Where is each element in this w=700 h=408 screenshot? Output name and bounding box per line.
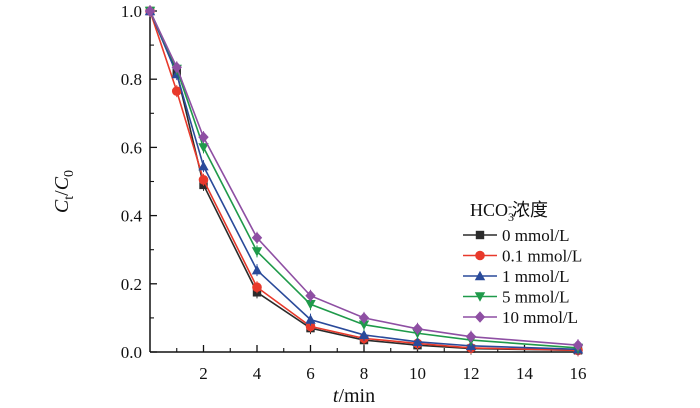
x-tick-label: 10 (409, 364, 426, 383)
x-tick-label: 2 (199, 364, 208, 383)
data-point (251, 247, 263, 257)
data-point (358, 320, 370, 330)
legend-title-sub: 3 (508, 210, 514, 224)
axes (149, 9, 580, 353)
y-tick-label: 0.4 (121, 207, 143, 226)
data-point (305, 321, 316, 332)
data-point (572, 339, 584, 351)
legend-title-suffix: 浓度 (512, 200, 548, 220)
y-axis-title-sub1: t (62, 196, 77, 200)
data-point (198, 174, 209, 185)
legend: HCO3-浓度 0 mmol/L 0.1 mmol/L1 mmol/L 5 mmol… (463, 199, 582, 327)
x-tick-label: 12 (463, 364, 480, 383)
data-point (198, 143, 209, 153)
x-tick-label: 6 (306, 364, 315, 383)
tick-labels: 2 4 6 8 10 12 14 16 0.0 0.2 0.4 0.6 0.8 1.0 (121, 2, 587, 383)
x-axis-title: t/min (333, 385, 375, 407)
legend-swatch-marker (475, 250, 485, 261)
data-point (198, 131, 209, 143)
legend-item: 0 mmol/L (463, 226, 570, 245)
legend-item: 0.1 mmol/L (463, 247, 582, 266)
legend-items: 0 mmol/L 0.1 mmol/L1 mmol/L 5 mmol/L10 mmo… (463, 226, 582, 327)
legend-title: HCO3-浓度 (470, 199, 548, 224)
legend-label: 5 mmol/L (502, 288, 570, 307)
y-tick-label: 0.6 (121, 138, 142, 157)
data-point (251, 232, 263, 244)
y-tick-label: 0.8 (121, 70, 142, 89)
x-tick-label: 16 (570, 364, 587, 383)
y-axis-title: Ct/C0 (51, 170, 77, 213)
legend-label: 1 mmol/L (502, 267, 570, 286)
y-axis-title-slash: / (51, 190, 73, 196)
y-axis-title-c2: C (51, 176, 73, 190)
data-point (198, 160, 209, 171)
data-point (465, 330, 477, 343)
data-point (305, 314, 316, 324)
legend-item: 1 mmol/L (463, 267, 570, 286)
data-point (251, 264, 263, 275)
y-tick-label: 0.0 (121, 343, 142, 362)
x-axis-title-italic: t (333, 385, 339, 407)
data-point (412, 323, 423, 335)
data-point (144, 5, 156, 17)
data-point (305, 300, 316, 310)
legend-label: 0 mmol/L (502, 226, 570, 245)
data-point (358, 312, 370, 324)
data-point (171, 86, 182, 96)
x-tick-label: 14 (516, 364, 534, 383)
legend-label: 10 mmol/L (502, 308, 578, 327)
legend-swatch-marker (474, 311, 486, 323)
data-point (252, 282, 262, 293)
x-tick-label: 4 (253, 364, 262, 383)
legend-swatch-marker (474, 292, 486, 302)
legend-title-main: HCO (470, 200, 508, 220)
data-point (305, 290, 316, 302)
y-tick-label: 1.0 (121, 2, 142, 21)
data-point (171, 61, 182, 73)
x-tick-label: 8 (360, 364, 369, 383)
data-point (358, 329, 370, 340)
y-tick-label: 0.2 (121, 275, 142, 294)
series-layer (144, 5, 584, 357)
data-point (412, 336, 423, 346)
legend-item: 5 mmol/L (463, 288, 570, 307)
legend-title-sup: - (508, 199, 512, 213)
legend-swatch-marker (474, 270, 486, 281)
legend-label: 0.1 mmol/L (502, 247, 582, 266)
legend-swatch-marker (475, 230, 485, 240)
series-10-mmol-l (144, 5, 584, 352)
x-axis-title-unit: /min (338, 385, 375, 407)
y-axis-title-c1: C (51, 199, 73, 213)
legend-item: 10 mmol/L (463, 308, 578, 327)
y-axis-title-sub2: 0 (62, 170, 77, 177)
